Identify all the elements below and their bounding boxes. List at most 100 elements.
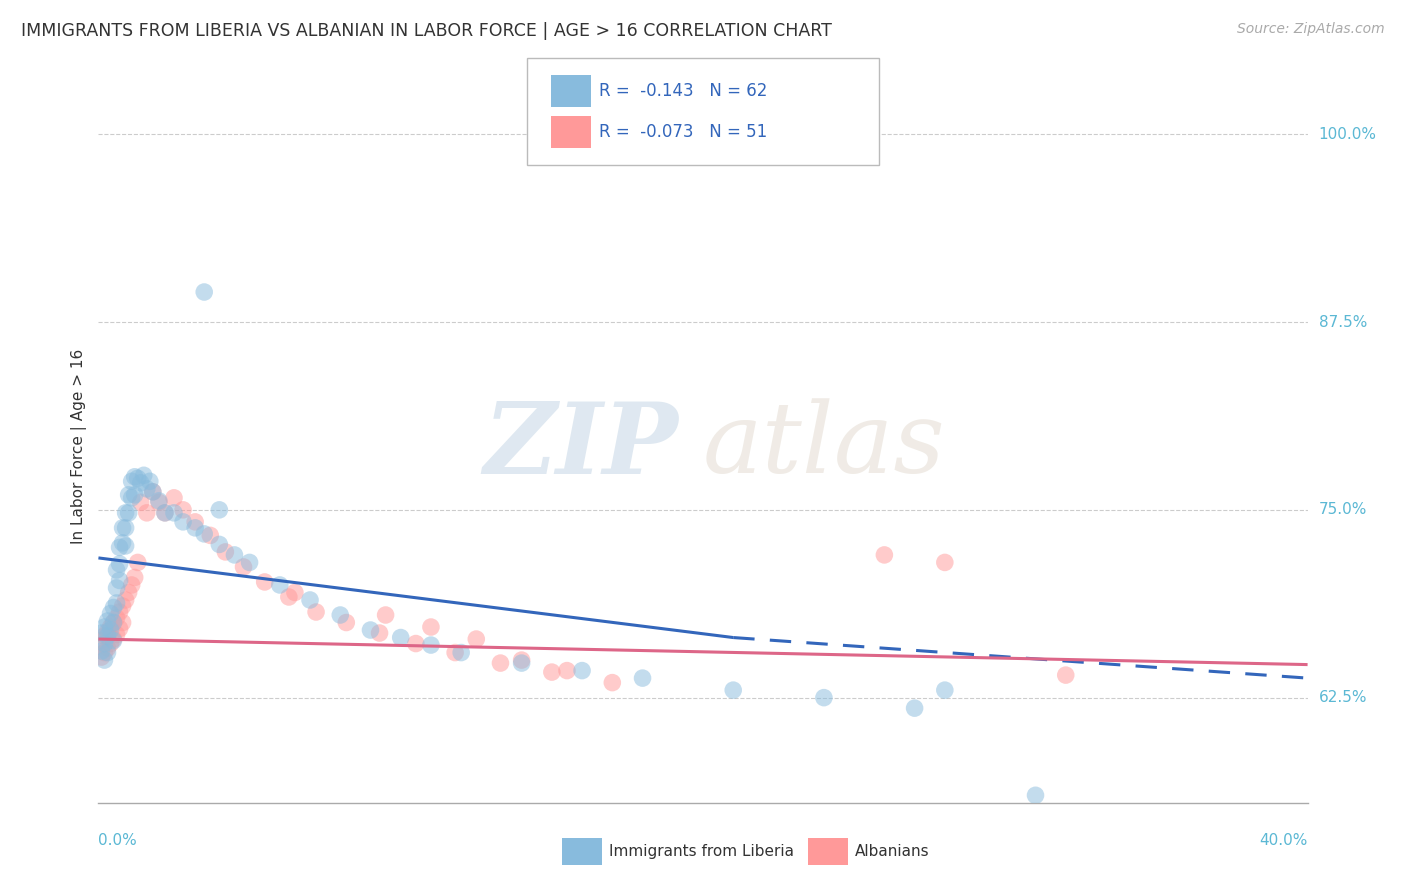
Point [127,556,149,570]
Point [360,623,382,637]
Point [277,590,299,604]
Point [510,653,533,667]
Point [118,585,141,599]
Point [108,574,131,588]
Point [129,495,152,509]
Point [96,624,118,639]
Point [374,607,396,622]
Point [721,683,744,698]
Point [335,615,357,630]
Point [124,488,146,502]
Point [813,690,835,705]
Text: R =  -0.143   N = 62: R = -0.143 N = 62 [599,82,768,100]
Point [142,484,165,499]
Point [111,536,134,550]
Point [100,636,122,650]
Point [90,644,112,658]
Point [450,646,472,660]
Point [121,578,143,592]
Point [100,623,122,637]
Point [873,548,896,562]
Point [329,607,352,622]
Text: 75.0%: 75.0% [1319,502,1367,517]
Text: atlas: atlas [703,399,946,493]
Point [90,626,112,640]
Point [444,646,467,660]
Point [540,665,562,679]
Text: R =  -0.073   N = 51: R = -0.073 N = 51 [599,123,768,141]
Point [114,593,136,607]
Text: ZIP: ZIP [484,398,679,494]
Point [142,484,165,499]
Text: Albanians: Albanians [855,845,929,859]
Point [193,527,215,541]
Text: 100.0%: 100.0% [1319,127,1376,142]
Point [148,493,170,508]
Text: Immigrants from Liberia: Immigrants from Liberia [609,845,794,859]
Point [105,627,128,641]
Point [489,656,512,670]
Point [232,560,254,574]
Point [153,506,176,520]
Point [299,593,322,607]
Point [105,581,128,595]
Point [111,521,134,535]
Point [93,620,115,634]
Point [114,521,136,535]
Text: 40.0%: 40.0% [1260,833,1308,848]
Point [124,470,146,484]
Point [105,563,128,577]
Point [368,626,391,640]
Point [135,482,157,496]
Point [305,605,328,619]
Point [631,671,654,685]
Point [100,607,122,621]
Point [90,633,112,648]
Point [465,632,488,646]
Point [96,641,118,656]
Point [1024,789,1046,803]
Point [139,475,162,489]
Point [96,629,118,643]
Point [510,656,533,670]
Text: Source: ZipAtlas.com: Source: ZipAtlas.com [1237,22,1385,37]
Point [105,596,128,610]
Point [269,578,291,592]
Point [172,503,194,517]
Point [111,615,134,630]
Point [103,600,125,615]
Point [148,495,170,509]
Point [96,646,118,660]
Point [208,537,231,551]
Point [193,285,215,299]
Point [934,556,956,570]
Point [108,541,131,555]
Point [118,506,141,520]
Point [571,664,593,678]
Point [114,506,136,520]
Point [184,515,207,529]
Point [96,614,118,628]
Point [121,491,143,505]
Point [135,506,157,520]
Point [93,653,115,667]
Point [124,570,146,584]
Text: 62.5%: 62.5% [1319,690,1367,706]
Point [127,471,149,485]
Point [93,636,115,650]
Point [163,506,186,520]
Point [118,488,141,502]
Point [284,585,307,599]
Y-axis label: In Labor Force | Age > 16: In Labor Force | Age > 16 [72,349,87,543]
Point [111,599,134,613]
Point [105,611,128,625]
Point [224,548,246,562]
Point [153,506,176,520]
Point [129,475,152,490]
Point [200,528,222,542]
Point [108,557,131,571]
Point [419,620,441,634]
Point [100,620,122,634]
Point [555,664,578,678]
Text: IMMIGRANTS FROM LIBERIA VS ALBANIAN IN LABOR FORCE | AGE > 16 CORRELATION CHART: IMMIGRANTS FROM LIBERIA VS ALBANIAN IN L… [21,22,832,40]
